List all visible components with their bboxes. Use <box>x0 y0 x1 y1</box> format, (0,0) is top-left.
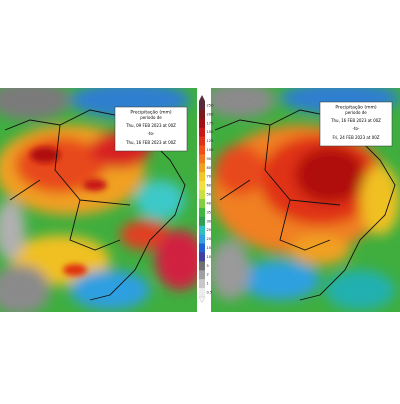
legend-subtitle: período de <box>345 110 367 115</box>
colorbar-label: 250 <box>207 103 215 107</box>
colorbar-label: 90 <box>207 157 212 161</box>
colorbar-cell <box>199 243 205 253</box>
legend-title: Precipitação (mm) <box>130 110 171 116</box>
colorbar-label: 70 <box>207 175 212 179</box>
colorbar-cell <box>199 190 205 200</box>
colorbar-cell <box>199 136 205 146</box>
colorbar-cell <box>199 207 205 218</box>
colorbar-cell <box>199 261 205 271</box>
colorbar-cell <box>199 288 205 298</box>
legend-box <box>114 106 188 152</box>
colorbar-arrow-top <box>199 95 205 101</box>
legend-end: Fri, 24 FEB 2023 at 00Z <box>332 135 379 140</box>
colorbar-label: 125 <box>207 139 214 143</box>
colorbar-cell <box>199 109 205 120</box>
colorbar-label: 50 <box>207 193 212 197</box>
colorbar-label: 80 <box>207 166 212 170</box>
legend-separator: -to- <box>353 126 361 131</box>
colorbar-label: 15 <box>207 246 212 250</box>
legend-title: Precipitação (mm) <box>335 105 376 111</box>
colorbar-cell <box>199 270 205 280</box>
legend-subtitle: período de <box>140 115 162 120</box>
colorbar-cell <box>199 101 205 111</box>
colorbar-label: 0.5 <box>207 291 213 295</box>
legend-start: Thu, 16 FEB 2023 at 00Z <box>330 118 381 123</box>
colorbar-arrow-bottom <box>198 296 206 304</box>
colorbar-label: 25 <box>207 228 212 232</box>
colorbar-cell <box>199 145 205 155</box>
colorbar-label: 60 <box>207 184 212 188</box>
colorbar-label: 35 <box>207 210 212 214</box>
colorbar-cell <box>199 279 205 289</box>
colorbar-cell <box>199 163 205 173</box>
colorbar-label: 10 <box>207 255 212 259</box>
colorbar-label: 5 <box>207 264 209 268</box>
colorbar: 2502001751501251009080706050403530252015… <box>198 95 215 304</box>
colorbar-cell <box>199 216 205 227</box>
colorbar-cell <box>199 181 205 191</box>
colorbar-cell <box>199 154 205 164</box>
colorbar-cell <box>199 127 205 137</box>
colorbar-label: 100 <box>207 148 215 152</box>
colorbar-label: 20 <box>207 237 212 241</box>
legend-end: Thu, 16 FEB 2023 at 00Z <box>125 140 176 145</box>
colorbar-label: 40 <box>207 201 212 205</box>
colorbar-cell <box>199 234 205 244</box>
colorbar-cell <box>199 252 205 262</box>
legend-box <box>319 101 393 147</box>
colorbar-label: 2 <box>207 273 209 277</box>
map-right <box>211 88 400 312</box>
colorbar-cell <box>199 118 205 129</box>
legend-separator: -to- <box>148 131 156 136</box>
legend-start: Thu, 09 FEB 2023 at 00Z <box>125 123 176 128</box>
colorbar-label: 150 <box>207 130 215 134</box>
legend-left: Precipitação (mm) período de Thu, 09 FEB… <box>114 106 188 152</box>
colorbar-label: 30 <box>207 219 212 223</box>
borders <box>214 109 396 301</box>
legend-right: Precipitação (mm) período de Thu, 16 FEB… <box>319 101 393 147</box>
colorbar-label: 200 <box>207 112 215 116</box>
colorbar-cell <box>199 225 205 235</box>
colorbar-cell <box>199 199 205 209</box>
colorbar-cell <box>199 172 205 182</box>
colorbar-label: 175 <box>207 121 214 125</box>
colorbar-label: 1 <box>207 282 209 286</box>
